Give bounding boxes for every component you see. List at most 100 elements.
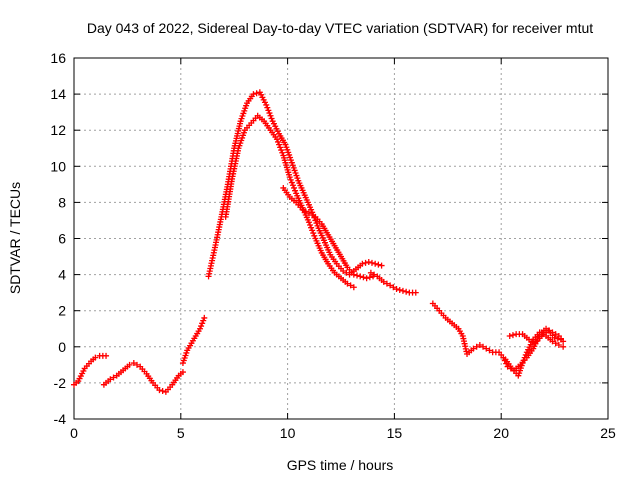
x-tick-label: 0	[70, 425, 78, 441]
data-point	[340, 267, 347, 274]
data-point	[366, 274, 373, 281]
y-tick-label: 0	[58, 339, 66, 355]
x-axis-label: GPS time / hours	[287, 457, 394, 473]
data-point	[302, 208, 309, 215]
data-point	[288, 179, 295, 186]
data-point	[264, 104, 271, 111]
data-point	[354, 272, 361, 279]
y-tick-label: 16	[50, 50, 66, 66]
series-arc-9	[502, 329, 567, 379]
chart-title: Day 043 of 2022, Sidereal Day-to-day VTE…	[87, 20, 593, 36]
data-point	[279, 149, 286, 156]
data-point	[126, 361, 133, 368]
data-point	[250, 91, 257, 98]
data-point	[552, 331, 559, 338]
data-point	[506, 332, 513, 339]
data-point	[311, 232, 318, 239]
data-point	[268, 115, 275, 122]
data-point	[536, 329, 543, 336]
data-point	[305, 210, 312, 217]
data-point	[350, 271, 357, 278]
data-point	[552, 340, 559, 347]
data-points	[71, 89, 567, 395]
x-tick-label: 15	[387, 425, 403, 441]
data-point	[368, 259, 375, 266]
data-point	[371, 271, 378, 278]
x-tick-label: 20	[493, 425, 509, 441]
data-point	[179, 369, 186, 376]
data-point	[201, 314, 208, 321]
data-point	[263, 101, 270, 108]
series-arc-5	[222, 112, 357, 291]
data-point	[390, 284, 397, 291]
data-point	[276, 141, 283, 148]
data-point	[292, 187, 299, 194]
series-arc-6	[280, 184, 377, 282]
data-point	[380, 278, 387, 285]
data-point	[372, 260, 379, 267]
data-point	[253, 90, 260, 97]
data-point	[287, 176, 294, 183]
data-point	[350, 284, 357, 291]
data-point	[403, 288, 410, 295]
data-point	[486, 347, 493, 354]
data-point	[555, 341, 562, 348]
data-point	[103, 352, 110, 359]
y-tick-label: 10	[50, 158, 66, 174]
data-point	[309, 227, 316, 234]
data-point	[343, 269, 350, 276]
grid-lines	[74, 58, 608, 419]
data-point	[529, 338, 536, 345]
data-point	[286, 174, 293, 181]
data-point	[367, 269, 374, 276]
data-point	[198, 323, 205, 330]
series-arc-10	[506, 327, 565, 347]
data-point	[396, 286, 403, 293]
data-point	[470, 345, 477, 352]
y-tick-label: 4	[58, 267, 66, 283]
data-point	[383, 280, 390, 287]
y-tick-label: -2	[54, 375, 67, 391]
data-point	[412, 289, 419, 296]
data-point	[375, 261, 382, 268]
data-point	[357, 273, 364, 280]
data-point	[289, 182, 296, 189]
data-point	[197, 325, 204, 332]
data-point	[360, 274, 367, 281]
data-point	[520, 357, 527, 364]
data-point	[378, 262, 385, 269]
data-point	[387, 282, 394, 289]
y-tick-label: 14	[50, 86, 66, 102]
data-point	[200, 317, 207, 324]
data-point	[344, 280, 351, 287]
data-point	[278, 147, 285, 154]
data-point	[519, 360, 526, 367]
data-point	[130, 360, 137, 367]
data-point	[480, 343, 487, 350]
data-point	[309, 212, 316, 219]
y-axis-label: SDTVAR / TECUs	[7, 182, 23, 294]
data-point	[558, 336, 565, 343]
data-point	[307, 221, 314, 228]
data-point	[521, 354, 528, 361]
data-point	[476, 341, 483, 348]
data-point	[110, 374, 117, 381]
data-point	[509, 332, 516, 339]
data-point	[267, 112, 274, 119]
data-point	[560, 343, 567, 350]
data-point	[266, 110, 273, 117]
data-point	[199, 320, 206, 327]
data-point	[399, 287, 406, 294]
y-tick-label: -4	[54, 411, 67, 427]
data-point	[107, 376, 114, 383]
data-point	[313, 220, 320, 227]
data-point	[483, 345, 490, 352]
data-point	[363, 275, 370, 282]
data-point	[134, 361, 141, 368]
series-arc-2	[100, 360, 186, 395]
data-point	[92, 354, 99, 361]
data-point	[299, 206, 306, 213]
data-point	[156, 387, 163, 394]
